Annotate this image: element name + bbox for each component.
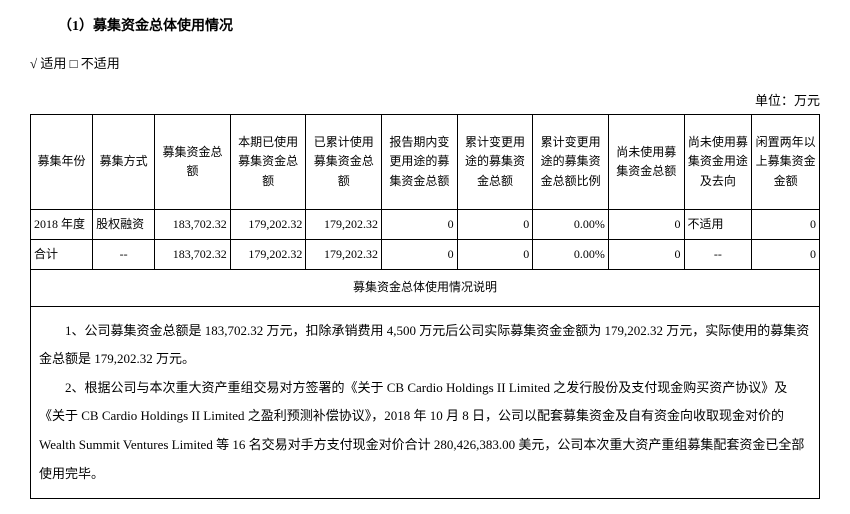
desc-header: 募集资金总体使用情况说明 <box>31 270 820 306</box>
header-row: 募集年份 募集方式 募集资金总额 本期已使用募集资金总额 已累计使用募集资金总额… <box>31 115 820 210</box>
cell-idle: 0 <box>752 210 820 240</box>
unit-label: 单位：万元 <box>30 90 820 109</box>
cell-unused-total: 0 <box>608 240 684 270</box>
applicable-line: √ 适用 □ 不适用 <box>30 53 820 72</box>
header-unused-use: 尚未使用募集资金用途及去向 <box>684 115 752 210</box>
cell-idle: 0 <box>752 240 820 270</box>
cell-changed-period: 0 <box>382 210 458 240</box>
cell-changed-ratio: 0.00% <box>533 210 609 240</box>
desc-cell: 1、公司募集资金总额是 183,702.32 万元，扣除承销费用 4,500 万… <box>31 306 820 499</box>
header-method: 募集方式 <box>93 115 155 210</box>
cell-year: 合计 <box>31 240 93 270</box>
cell-used-current: 179,202.32 <box>230 240 306 270</box>
section-title: （1）募集资金总体使用情况 <box>30 15 820 35</box>
header-changed-cum: 累计变更用途的募集资金总额 <box>457 115 533 210</box>
cell-changed-ratio: 0.00% <box>533 240 609 270</box>
header-year: 募集年份 <box>31 115 93 210</box>
cell-unused-total: 0 <box>608 210 684 240</box>
cell-total: 183,702.32 <box>155 240 231 270</box>
desc-row: 1、公司募集资金总额是 183,702.32 万元，扣除承销费用 4,500 万… <box>31 306 820 499</box>
header-unused-total: 尚未使用募集资金总额 <box>608 115 684 210</box>
header-changed-ratio: 累计变更用途的募集资金总额比例 <box>533 115 609 210</box>
cell-unused-use: -- <box>684 240 752 270</box>
header-changed-period: 报告期内变更用途的募集资金总额 <box>382 115 458 210</box>
header-total: 募集资金总额 <box>155 115 231 210</box>
cell-used-current: 179,202.32 <box>230 210 306 240</box>
header-idle: 闲置两年以上募集资金金额 <box>752 115 820 210</box>
cell-used-cum: 179,202.32 <box>306 240 382 270</box>
cell-changed-cum: 0 <box>457 210 533 240</box>
table-row: 2018 年度 股权融资 183,702.32 179,202.32 179,2… <box>31 210 820 240</box>
cell-year: 2018 年度 <box>31 210 93 240</box>
cell-changed-period: 0 <box>382 240 458 270</box>
desc-header-row: 募集资金总体使用情况说明 <box>31 270 820 306</box>
desc-p1: 1、公司募集资金总额是 183,702.32 万元，扣除承销费用 4,500 万… <box>39 317 811 374</box>
cell-total: 183,702.32 <box>155 210 231 240</box>
cell-method: 股权融资 <box>93 210 155 240</box>
header-used-cum: 已累计使用募集资金总额 <box>306 115 382 210</box>
cell-used-cum: 179,202.32 <box>306 210 382 240</box>
cell-changed-cum: 0 <box>457 240 533 270</box>
desc-p2: 2、根据公司与本次重大资产重组交易对方签署的《关于 CB Cardio Hold… <box>39 374 811 488</box>
cell-unused-use: 不适用 <box>684 210 752 240</box>
cell-method: -- <box>93 240 155 270</box>
table-row-total: 合计 -- 183,702.32 179,202.32 179,202.32 0… <box>31 240 820 270</box>
header-used-current: 本期已使用募集资金总额 <box>230 115 306 210</box>
funds-usage-table: 募集年份 募集方式 募集资金总额 本期已使用募集资金总额 已累计使用募集资金总额… <box>30 114 820 499</box>
